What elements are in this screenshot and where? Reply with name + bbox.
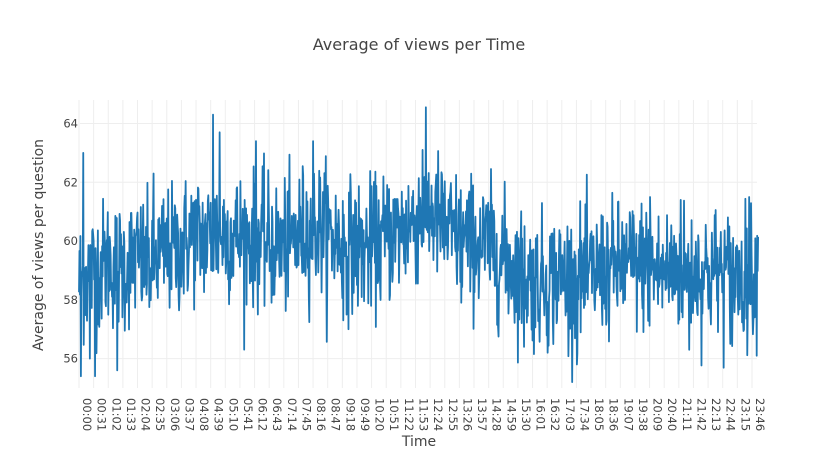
x-tick-label: 15:30 <box>519 398 533 431</box>
x-tick-label: 11:53 <box>416 398 430 431</box>
x-tick-label: 03:06 <box>168 398 182 431</box>
x-tick-label: 22:44 <box>724 398 738 431</box>
x-tick-label: 12:55 <box>446 398 460 431</box>
x-tick-label: 09:49 <box>358 398 372 431</box>
x-tick-label: 07:14 <box>285 398 299 431</box>
x-tick-label: 02:04 <box>139 398 153 431</box>
x-tick-label: 13:26 <box>460 398 474 431</box>
x-tick-label: 21:42 <box>694 398 708 431</box>
x-tick-label: 04:39 <box>212 398 226 431</box>
x-tick-label: 19:38 <box>636 398 650 431</box>
x-tick-label: 14:28 <box>490 398 504 431</box>
x-tick-label: 12:24 <box>431 398 445 431</box>
x-tick-label: 05:10 <box>226 398 240 431</box>
x-tick-label: 00:31 <box>95 398 109 431</box>
x-tick-label: 00:00 <box>80 398 94 431</box>
x-tick-label: 16:32 <box>548 398 562 431</box>
series-layer <box>78 106 760 384</box>
x-tick-label: 14:59 <box>504 398 518 431</box>
x-tick-label: 23:15 <box>738 398 752 431</box>
x-tick-label: 06:43 <box>270 398 284 431</box>
y-axis-title: Average of views per question <box>31 139 47 351</box>
x-tick-label: 22:13 <box>709 398 723 431</box>
x-tick-label: 03:37 <box>182 398 196 431</box>
x-tick-label: 21:11 <box>680 398 694 431</box>
x-tick-label: 23:46 <box>753 398 767 431</box>
x-tick-label: 01:33 <box>124 398 138 431</box>
y-tick-label: 62 <box>63 175 78 189</box>
x-tick-label: 04:08 <box>197 398 211 431</box>
x-tick-label: 08:47 <box>329 398 343 431</box>
x-tick-label: 13:57 <box>475 398 489 431</box>
x-tick-label: 17:03 <box>563 398 577 431</box>
x-tick-label: 08:16 <box>314 398 328 431</box>
x-tick-label: 16:01 <box>534 398 548 431</box>
series-line <box>78 106 760 384</box>
chart-title: Average of views per Time <box>313 35 525 54</box>
x-tick-label: 05:41 <box>241 398 255 431</box>
x-axis-title: Time <box>401 434 436 450</box>
y-tick-label: 60 <box>63 234 78 248</box>
x-tick-label: 20:40 <box>665 398 679 431</box>
x-tick-label: 18:05 <box>592 398 606 431</box>
x-axis-ticks: 00:00 00:31 01:02 01:33 02:04 02:35 03:06 03:37… <box>80 398 767 431</box>
x-tick-label: 10:51 <box>387 398 401 431</box>
x-tick-label: 17:34 <box>577 398 591 431</box>
x-tick-label: 10:20 <box>373 398 387 431</box>
y-tick-label: 64 <box>63 117 78 131</box>
y-axis-ticks: 56 58 60 62 64 <box>63 117 78 366</box>
x-tick-label: 09:18 <box>343 398 357 431</box>
x-tick-label: 11:22 <box>402 398 416 431</box>
y-tick-label: 56 <box>63 352 78 366</box>
x-tick-label: 02:35 <box>153 398 167 431</box>
x-tick-label: 20:09 <box>651 398 665 431</box>
y-tick-label: 58 <box>63 293 78 307</box>
x-tick-label: 18:36 <box>607 398 621 431</box>
x-tick-label: 07:45 <box>299 398 313 431</box>
x-tick-label: 19:07 <box>621 398 635 431</box>
x-tick-label: 01:02 <box>109 398 123 431</box>
x-tick-label: 06:12 <box>256 398 270 431</box>
